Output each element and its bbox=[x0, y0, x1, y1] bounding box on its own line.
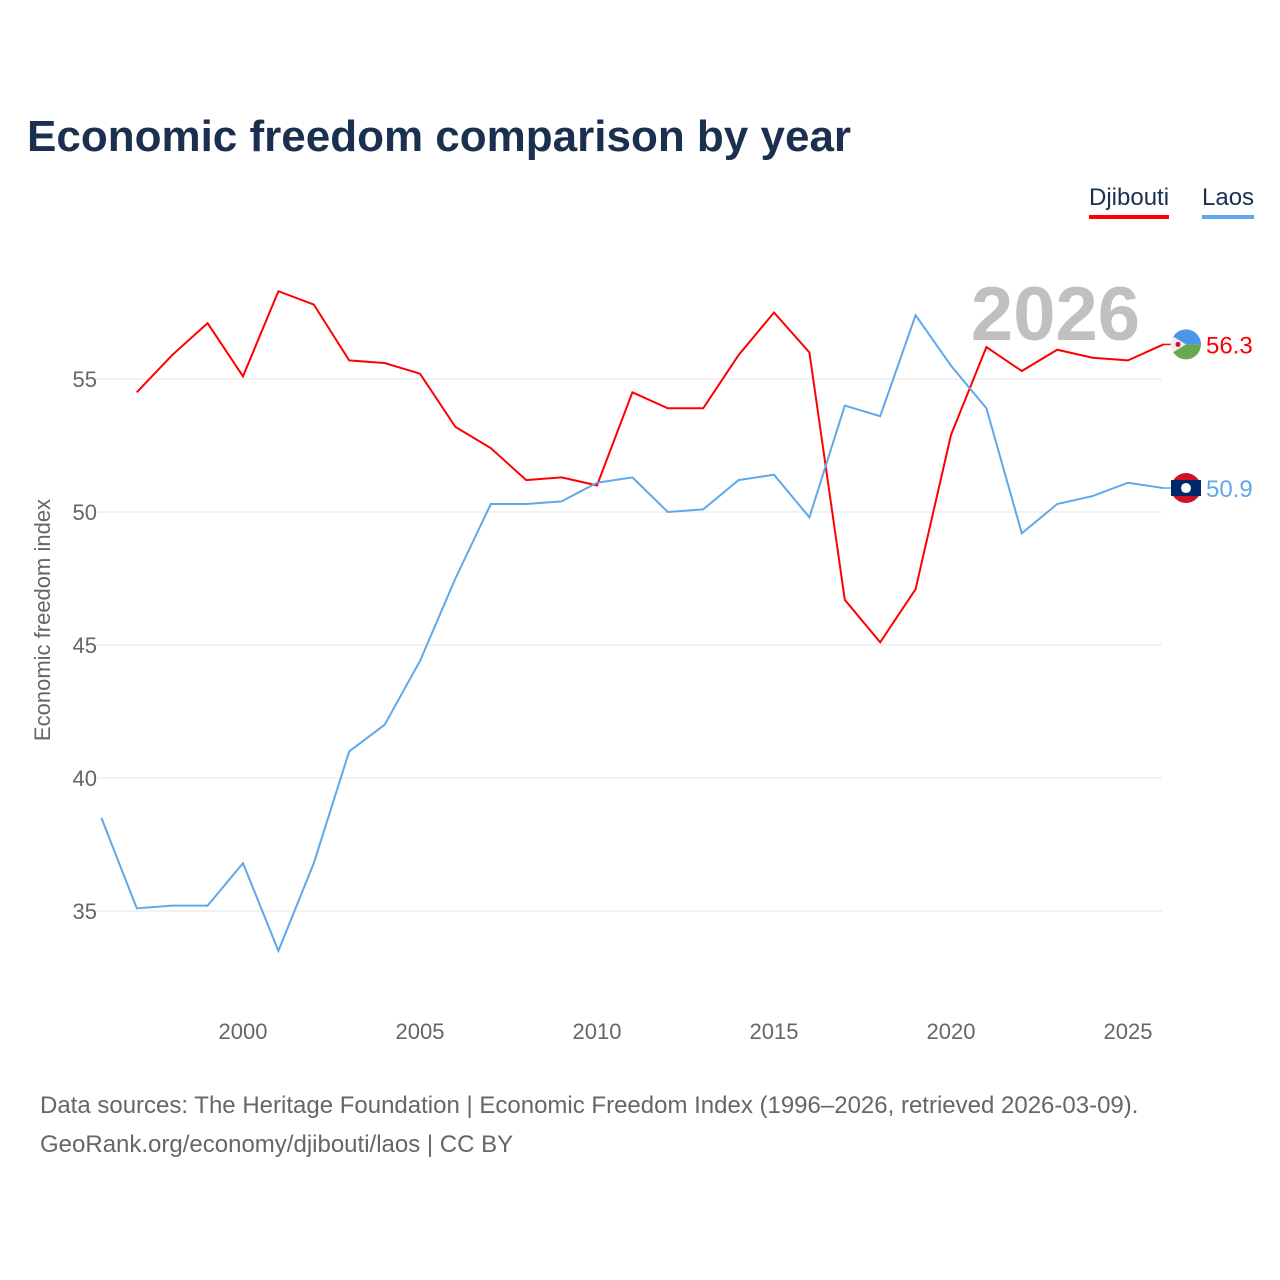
end-value-label: 56.3 bbox=[1206, 332, 1253, 359]
data-source: Data sources: The Heritage Foundation | … bbox=[40, 1092, 1139, 1119]
y-tick-label: 50 bbox=[73, 500, 97, 525]
source-link[interactable]: GeoRank.org/economy/djibouti/laos | CC B… bbox=[40, 1131, 514, 1158]
y-tick-label: 55 bbox=[73, 367, 97, 392]
x-tick-label: 2005 bbox=[396, 1019, 445, 1044]
y-tick-label: 45 bbox=[73, 633, 97, 658]
x-tick-label: 2015 bbox=[750, 1019, 799, 1044]
x-tick-label: 2010 bbox=[573, 1019, 622, 1044]
footer: Data sources: The Heritage Foundation | … bbox=[40, 1086, 1138, 1164]
y-axis-label: Economic freedom index bbox=[30, 499, 55, 741]
y-tick-label: 40 bbox=[73, 766, 97, 791]
chart-title: Economic freedom comparison by year bbox=[27, 112, 852, 161]
x-tick-label: 2020 bbox=[927, 1019, 976, 1044]
flag-star-icon bbox=[1175, 341, 1181, 347]
y-tick-label: 35 bbox=[73, 899, 97, 924]
x-tick-label: 2025 bbox=[1104, 1019, 1153, 1044]
series-line-laos bbox=[100, 312, 1164, 954]
end-value-label: 50.9 bbox=[1206, 476, 1253, 503]
series-line-djibouti bbox=[136, 289, 1164, 645]
flag-laos-icon bbox=[1181, 483, 1191, 494]
year-watermark: 2026 bbox=[971, 272, 1140, 357]
legend-laos[interactable]: Laos bbox=[1202, 184, 1255, 219]
legend-djibouti[interactable]: Djibouti bbox=[1089, 184, 1170, 219]
x-tick-label: 2000 bbox=[219, 1019, 268, 1044]
